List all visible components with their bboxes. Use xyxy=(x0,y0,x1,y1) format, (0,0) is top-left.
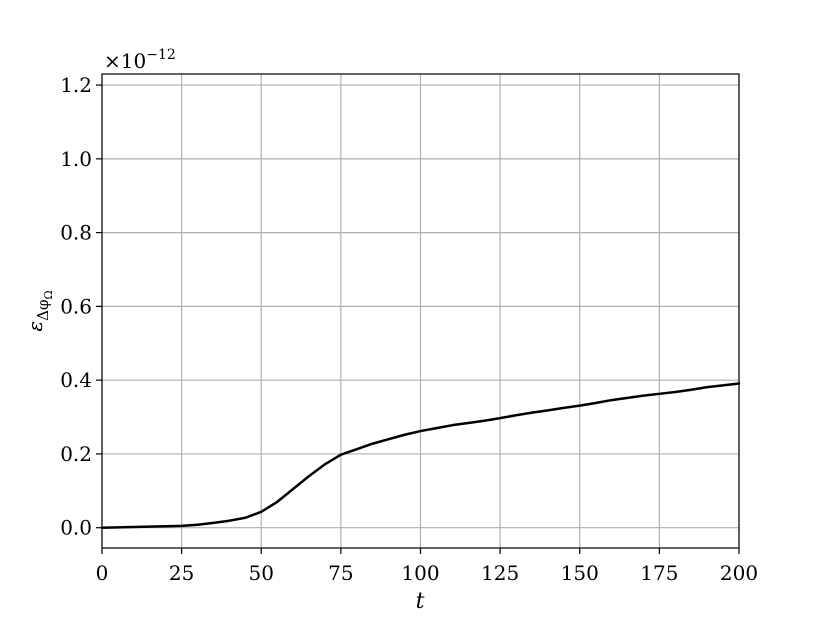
x-axis-label: t xyxy=(416,589,425,614)
y-tick-label: 0.8 xyxy=(60,221,92,245)
x-tick-label: 75 xyxy=(328,561,353,585)
y-axis-label: εΔφΩ xyxy=(23,290,55,331)
x-tick-label: 100 xyxy=(401,561,439,585)
y-tick-label: 0.6 xyxy=(60,294,92,318)
x-tick-label: 150 xyxy=(561,561,599,585)
series-line xyxy=(100,382,741,529)
x-tick-label: 125 xyxy=(481,561,519,585)
x-tick-label: 200 xyxy=(720,561,758,585)
y-tick-label: 0.0 xyxy=(60,516,92,540)
y-tick-label: 0.4 xyxy=(60,368,92,392)
y-axis: 0.0 0.2 0.4 0.6 0.8 1.0 1.2 xyxy=(60,73,102,540)
series-layer xyxy=(100,382,741,529)
y-offset-text: ×10−12 xyxy=(104,47,176,73)
x-axis: 0 25 50 75 100 125 150 175 200 xyxy=(96,548,758,585)
x-tick-label: 175 xyxy=(640,561,678,585)
y-tick-label: 1.2 xyxy=(60,73,92,97)
y-tick-label: 1.0 xyxy=(60,147,92,171)
x-tick-label: 0 xyxy=(96,561,109,585)
x-tick-label: 50 xyxy=(249,561,274,585)
y-tick-label: 0.2 xyxy=(60,442,92,466)
grid xyxy=(101,74,740,548)
x-tick-label: 25 xyxy=(169,561,194,585)
